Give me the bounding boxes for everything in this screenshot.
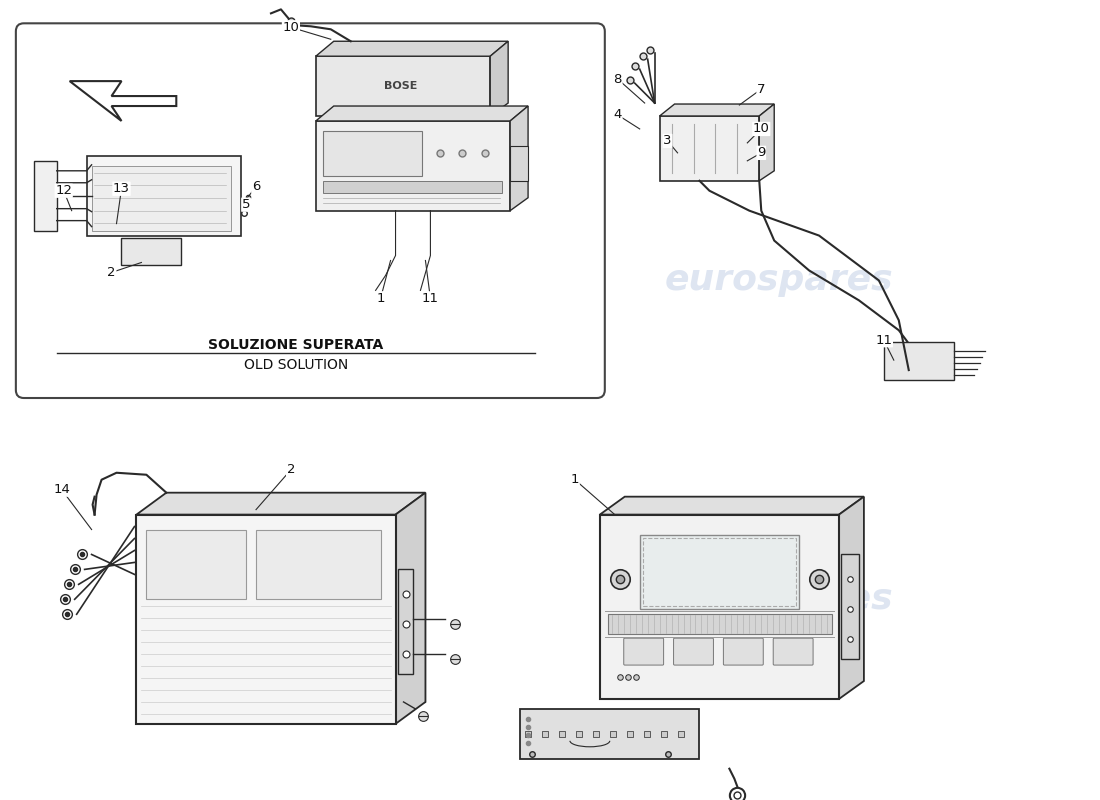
Polygon shape	[397, 570, 414, 674]
Text: BOSE: BOSE	[384, 81, 417, 91]
Text: 1: 1	[376, 292, 385, 305]
Text: SOLUZIONE SUPERATA: SOLUZIONE SUPERATA	[208, 338, 384, 352]
FancyBboxPatch shape	[773, 638, 813, 665]
Text: 13: 13	[113, 182, 130, 195]
Polygon shape	[316, 121, 510, 210]
FancyBboxPatch shape	[608, 614, 832, 634]
Text: 5: 5	[242, 198, 251, 211]
Polygon shape	[520, 709, 700, 758]
Polygon shape	[660, 116, 759, 181]
Text: 1: 1	[571, 474, 580, 486]
Text: 11: 11	[876, 334, 892, 346]
Polygon shape	[316, 106, 528, 121]
Text: 8: 8	[614, 73, 622, 86]
Text: OLD SOLUTION: OLD SOLUTION	[244, 358, 348, 372]
Polygon shape	[839, 497, 864, 699]
Polygon shape	[166, 493, 426, 702]
FancyBboxPatch shape	[624, 638, 663, 665]
Text: 12: 12	[55, 184, 73, 198]
FancyBboxPatch shape	[322, 131, 422, 176]
Polygon shape	[396, 493, 426, 724]
FancyBboxPatch shape	[883, 342, 954, 380]
Text: 11: 11	[422, 292, 439, 305]
FancyBboxPatch shape	[121, 238, 182, 266]
FancyBboxPatch shape	[91, 166, 231, 230]
FancyBboxPatch shape	[724, 638, 763, 665]
Polygon shape	[759, 104, 774, 181]
FancyBboxPatch shape	[87, 156, 241, 235]
FancyBboxPatch shape	[842, 554, 859, 659]
Polygon shape	[660, 104, 774, 116]
Polygon shape	[510, 106, 528, 210]
Text: 14: 14	[53, 483, 70, 496]
Text: eurospares: eurospares	[664, 582, 893, 616]
Polygon shape	[136, 493, 426, 514]
Polygon shape	[316, 56, 491, 116]
Polygon shape	[600, 514, 839, 699]
FancyBboxPatch shape	[510, 146, 528, 181]
Text: 10: 10	[752, 122, 770, 135]
FancyBboxPatch shape	[673, 638, 714, 665]
FancyBboxPatch shape	[15, 23, 605, 398]
Text: eurospares: eurospares	[664, 263, 893, 298]
Text: 2: 2	[287, 463, 295, 476]
Polygon shape	[136, 514, 396, 724]
Text: eurospares: eurospares	[187, 263, 415, 298]
Polygon shape	[600, 497, 864, 514]
Polygon shape	[491, 42, 508, 116]
Polygon shape	[316, 42, 508, 56]
Text: 2: 2	[108, 266, 115, 279]
FancyBboxPatch shape	[146, 530, 246, 599]
Text: 3: 3	[663, 134, 672, 147]
Text: 7: 7	[757, 82, 766, 95]
FancyBboxPatch shape	[640, 534, 799, 610]
Text: 10: 10	[283, 21, 299, 34]
Polygon shape	[34, 161, 57, 230]
FancyBboxPatch shape	[322, 181, 503, 193]
Text: 9: 9	[757, 146, 766, 159]
Text: 6: 6	[252, 180, 261, 194]
Text: eurospares: eurospares	[187, 582, 415, 616]
FancyBboxPatch shape	[256, 530, 381, 599]
Polygon shape	[69, 81, 176, 121]
Text: 4: 4	[614, 109, 622, 122]
